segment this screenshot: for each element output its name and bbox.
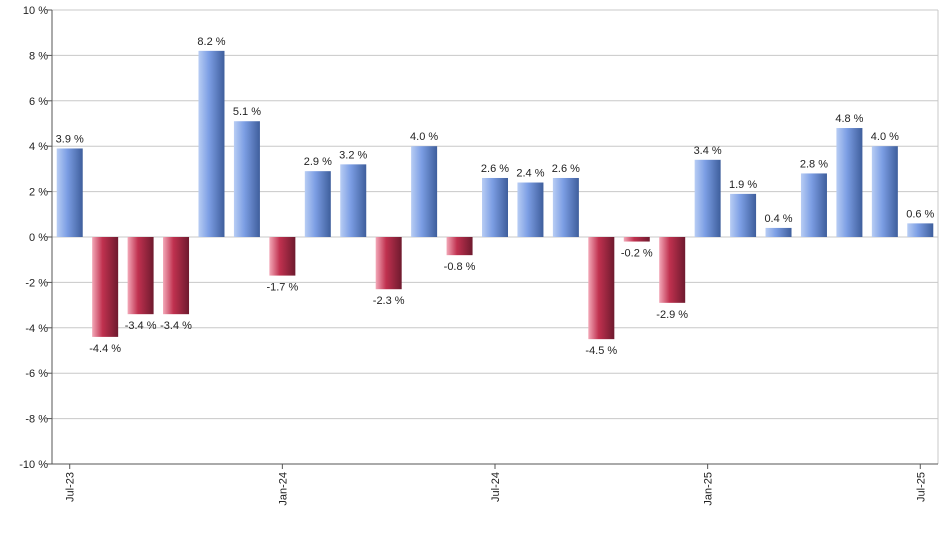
- data-label: -3.4 %: [125, 320, 157, 332]
- x-tick-label: Jan-24: [277, 472, 289, 506]
- bar-aug-23: [92, 237, 119, 337]
- bar-jul-23: [56, 148, 83, 237]
- bar-oct-23: [163, 237, 190, 315]
- y-tick-label: 0 %: [29, 232, 48, 244]
- y-tick-label: 4 %: [29, 141, 48, 153]
- y-tick-label: -6 %: [25, 368, 48, 380]
- data-label: -3.4 %: [160, 320, 192, 332]
- bar-sep-24: [552, 177, 579, 237]
- bar-nov-24: [623, 237, 650, 242]
- bar-may-24: [411, 146, 438, 237]
- data-label: -0.8 %: [444, 261, 476, 273]
- data-label: -2.9 %: [656, 309, 688, 321]
- x-tick-label: Jan-25: [703, 472, 715, 506]
- data-label: -0.2 %: [621, 248, 653, 260]
- data-label: 8.2 %: [197, 36, 225, 48]
- y-axis: 10 % 8 % 6 % 4 % 2 % 0 % -2 % -4 % -6 % -8 % -10 %: [19, 5, 53, 471]
- bar-jan-25: [694, 159, 721, 237]
- bar-nov-23: [198, 50, 225, 237]
- data-label: -2.3 %: [373, 295, 405, 307]
- bar-mar-25: [765, 227, 792, 237]
- bar-feb-25: [730, 193, 757, 237]
- x-tick-label: Jul-23: [65, 472, 77, 502]
- bar-jul-25: [907, 223, 934, 237]
- bar-oct-24: [588, 237, 615, 340]
- bar-dec-23: [233, 121, 260, 237]
- data-label: 4.8 %: [835, 113, 863, 125]
- bar-dec-24: [659, 237, 686, 303]
- y-tick-label: -2 %: [25, 277, 48, 289]
- data-label: 5.1 %: [233, 106, 261, 118]
- y-tick-label: -4 %: [25, 323, 48, 335]
- y-tick-label: 6 %: [29, 96, 48, 108]
- bar-jun-24: [446, 237, 473, 256]
- y-tick-label: -8 %: [25, 414, 48, 426]
- bar-jan-24: [269, 237, 296, 276]
- bar-aug-24: [517, 182, 544, 237]
- data-label: 0.6 %: [906, 208, 934, 220]
- bar-jun-25: [871, 146, 898, 237]
- data-label: 2.9 %: [304, 156, 332, 168]
- bar-jul-24: [482, 177, 508, 237]
- y-tick-label: -10 %: [19, 459, 48, 471]
- data-label: 1.9 %: [729, 179, 757, 191]
- y-tick-label: 2 %: [29, 187, 48, 199]
- data-label: 3.4 %: [694, 145, 722, 157]
- data-label: -4.4 %: [89, 343, 121, 355]
- data-label: 2.4 %: [516, 168, 544, 180]
- x-tick-label: Jul-25: [915, 472, 927, 502]
- bar-sep-23: [127, 237, 154, 315]
- data-label: 0.4 %: [764, 213, 792, 225]
- bar-mar-24: [340, 164, 367, 237]
- bar-apr-25: [800, 173, 827, 237]
- y-tick-label: 8 %: [29, 50, 48, 62]
- data-label: 2.8 %: [800, 158, 828, 170]
- data-label: -1.7 %: [266, 282, 298, 294]
- bar-feb-24: [304, 171, 331, 237]
- data-label: 3.9 %: [56, 133, 84, 145]
- data-label: 2.6 %: [481, 163, 509, 175]
- y-tick-label: 10 %: [23, 5, 48, 17]
- data-labels: 3.9 % -4.4 % -3.4 % -3.4 % 8.2 % 5.1 % -1.7 % 2…: [56, 36, 935, 357]
- data-label: 4.0 %: [410, 131, 438, 143]
- bars: [56, 50, 934, 340]
- x-axis: Jul-23 Jan-24 Jul-24 Jan-25 Jul-25: [52, 463, 938, 506]
- data-label: -4.5 %: [585, 345, 617, 357]
- data-label: 3.2 %: [339, 149, 367, 161]
- x-tick-label: Jul-24: [490, 472, 502, 502]
- data-label: 4.0 %: [871, 131, 899, 143]
- bar-apr-24: [375, 237, 402, 290]
- data-label: 2.6 %: [552, 163, 580, 175]
- bar-may-25: [836, 128, 863, 237]
